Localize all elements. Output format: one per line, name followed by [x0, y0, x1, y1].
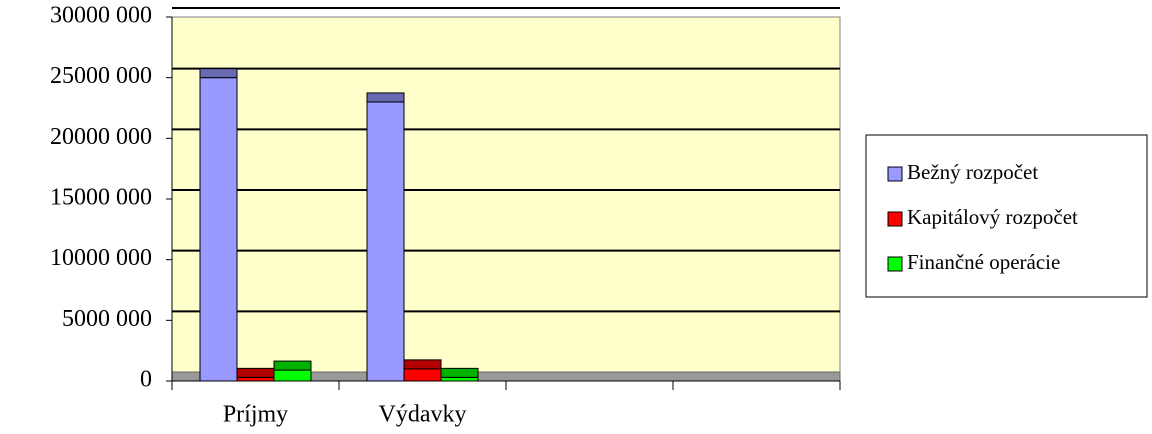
plot-area	[171, 16, 841, 382]
bar-top-shade	[274, 361, 311, 371]
bar-top	[273, 360, 312, 371]
bar-top	[366, 92, 405, 103]
bar	[236, 376, 275, 382]
y-tick-label: 20000 000	[50, 124, 152, 150]
bar	[366, 101, 405, 382]
legend-label: Finančné operácie	[907, 250, 1060, 274]
legend-label: Kapitálový rozpočet	[907, 205, 1078, 229]
legend-label: Bežný rozpočet	[907, 160, 1038, 184]
bar	[403, 368, 442, 382]
bar-top-shade	[404, 359, 441, 369]
y-tick-label: 5000 000	[62, 306, 152, 332]
bar	[199, 77, 238, 382]
y-tick-label: 10000 000	[50, 245, 152, 271]
y-tick-label: 15000 000	[50, 185, 152, 211]
legend-swatch	[887, 256, 903, 272]
y-tick-label: 30000 000	[50, 3, 152, 29]
y-tick-label: 0	[140, 367, 152, 393]
y-tick-label: 25000 000	[50, 63, 152, 89]
bar-top-shade	[441, 368, 478, 378]
bar-top	[199, 68, 238, 79]
bar-top-shade	[237, 368, 274, 378]
bar-top	[403, 359, 442, 370]
bar	[440, 376, 479, 382]
bar-top-shade	[200, 68, 237, 78]
bar	[273, 369, 312, 382]
legend-box	[865, 134, 1148, 298]
bar-top	[440, 367, 479, 378]
legend-swatch	[887, 211, 903, 227]
x-tick-label: Výdavky	[379, 402, 467, 428]
bar-top-shade	[367, 92, 404, 102]
x-tick-label: Príjmy	[223, 402, 288, 428]
legend-swatch	[887, 166, 903, 182]
